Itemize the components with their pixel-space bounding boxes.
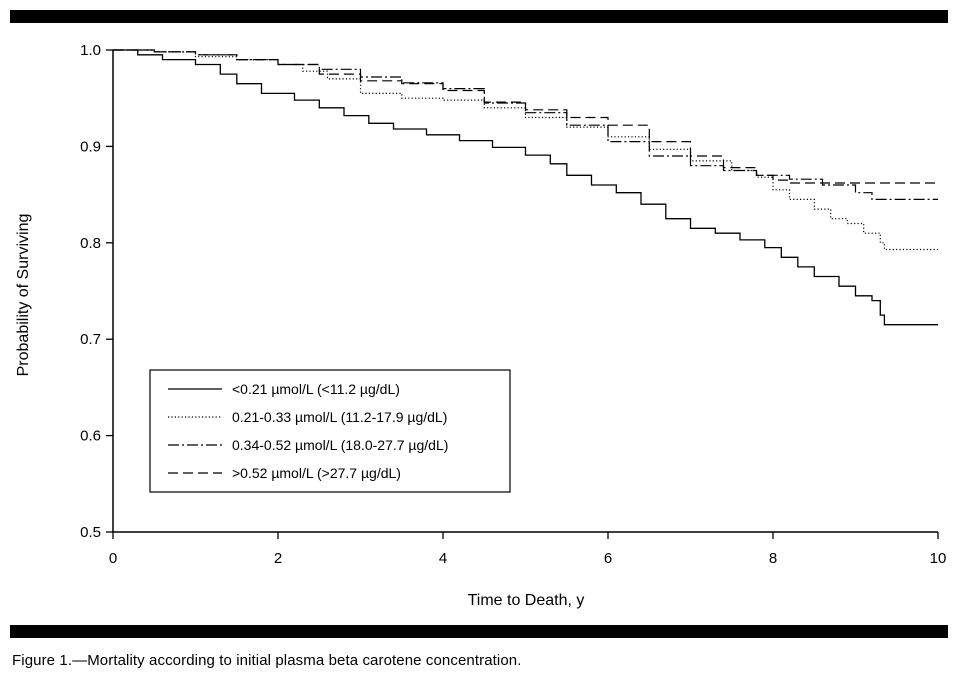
bottom-rule <box>10 625 948 638</box>
figure-caption: Figure 1.—Mortality according to initial… <box>12 652 522 669</box>
x-tick-label: 4 <box>439 550 447 567</box>
top-rule <box>10 10 948 23</box>
y-tick-label: 0.9 <box>80 138 101 155</box>
survival-chart: 0.5 0.6 0.7 0.8 0.9 1.0 0 2 4 6 8 10 Probability of… <box>15 42 946 609</box>
y-axis-title: Probability of Surviving <box>15 214 32 377</box>
legend-label-2: 0.21-0.33 µmol/L (11.2-17.9 µg/dL) <box>232 409 447 425</box>
legend-label-3: 0.34-0.52 µmol/L (18.0-27.7 µg/dL) <box>232 437 448 453</box>
x-tick-label: 2 <box>274 550 282 567</box>
x-tick-label: 8 <box>769 550 777 567</box>
y-tick-label: 1.0 <box>80 42 101 59</box>
x-tick-label: 0 <box>109 550 117 567</box>
legend-label-1: <0.21 µmol/L (<11.2 µg/dL) <box>232 381 400 397</box>
y-tick-label: 0.8 <box>80 235 101 252</box>
x-tick-label: 6 <box>604 550 612 567</box>
x-tick-label: 10 <box>930 550 947 567</box>
y-tick-label: 0.7 <box>80 331 101 348</box>
series-layer <box>113 49 938 326</box>
series-line-1 <box>113 49 938 326</box>
x-axis-title: Time to Death, y <box>468 592 585 609</box>
series-line-2 <box>113 49 938 251</box>
y-tick-label: 0.6 <box>80 428 101 445</box>
legend: <0.21 µmol/L (<11.2 µg/dL) 0.21-0.33 µmol… <box>149 369 511 493</box>
plot-frame <box>112 50 938 533</box>
series-line-4 <box>113 49 938 184</box>
legend-label-4: >0.52 µmol/L (>27.7 µg/dL) <box>232 465 401 481</box>
axis-ticks: 0.5 0.6 0.7 0.8 0.9 1.0 0 2 4 6 8 10 <box>80 42 946 567</box>
series-line-3 <box>113 49 938 200</box>
legend-box <box>149 369 511 493</box>
y-tick-label: 0.5 <box>80 524 101 541</box>
